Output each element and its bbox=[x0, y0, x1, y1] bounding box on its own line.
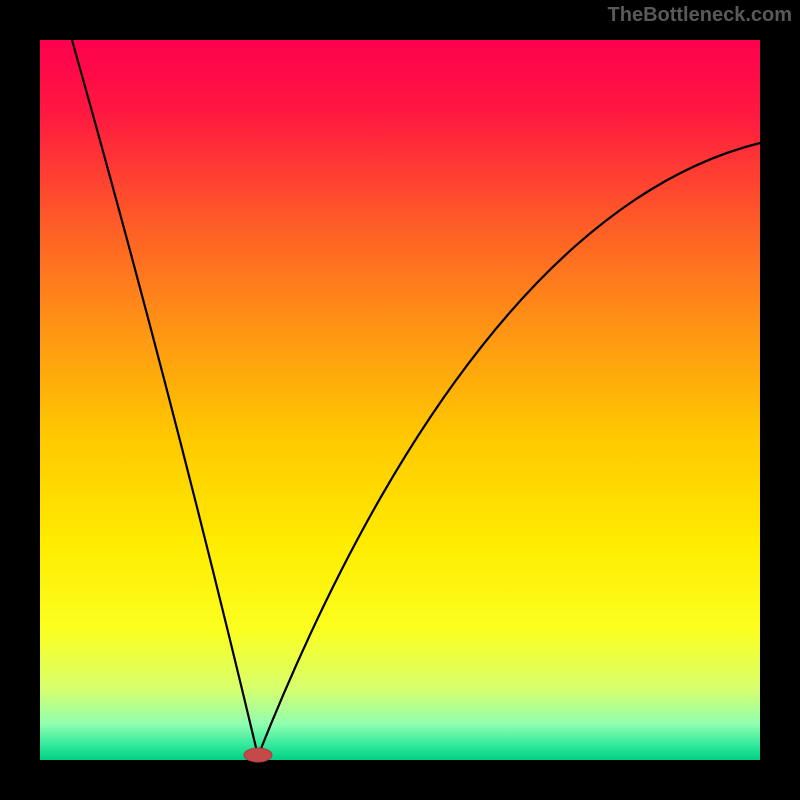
chart-container: TheBottleneck.com bbox=[0, 0, 800, 800]
chart-svg bbox=[0, 0, 800, 800]
plot-background bbox=[40, 40, 760, 760]
watermark-text: TheBottleneck.com bbox=[608, 4, 792, 27]
apex-marker bbox=[244, 748, 272, 762]
